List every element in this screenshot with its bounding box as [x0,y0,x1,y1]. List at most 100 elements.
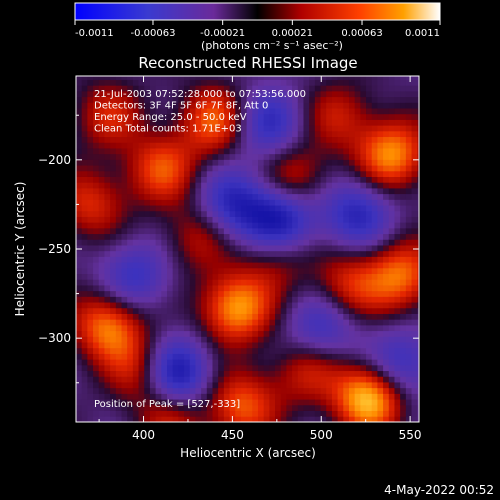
heatmap-cell [348,148,356,155]
heatmap-cell [115,364,122,372]
heatmap-cell [366,113,373,120]
heatmap-cell [377,193,384,200]
heatmap-cell [76,399,83,406]
heatmap-cell [76,404,83,411]
heatmap-cell [81,233,88,240]
heatmap-cell [348,370,356,377]
heatmap-cell [121,399,128,406]
heatmap-cell [348,410,356,417]
heatmap-cell [206,136,213,143]
heatmap-cell [331,188,339,195]
heatmap-cell [149,387,157,394]
heatmap-cell [348,302,356,309]
heatmap-cell [121,222,128,229]
heatmap-cell [223,353,230,360]
heatmap-cell [394,330,401,337]
heatmap-cell [144,307,151,314]
heatmap-cell [326,290,333,297]
heatmap-cell [309,148,316,155]
heatmap-cell [76,376,83,383]
heatmap-cell [110,142,117,149]
heatmap-cell [218,233,225,240]
heatmap-cell [303,324,310,332]
colorbar-tick-label: -0.00063 [130,28,175,39]
heatmap-cell [189,159,196,166]
heatmap-cell [218,76,225,80]
heatmap-cell [400,313,407,320]
heatmap-cell [417,205,419,212]
heatmap-cell [235,307,242,314]
heatmap-cell [195,125,202,132]
heatmap-cell [235,199,242,206]
heatmap-cell [269,205,276,212]
heatmap-cell [297,393,304,400]
heatmap-cell [320,359,327,366]
heatmap-cell [269,359,276,366]
heatmap-cell [360,382,367,389]
heatmap-cell [172,302,179,309]
heatmap-cell [166,76,174,80]
heatmap-cell [292,85,299,92]
heatmap-cell [240,302,248,309]
heatmap-cell [292,262,299,269]
heatmap-cell [280,76,287,80]
heatmap-cell [240,290,248,297]
heatmap-cell [309,359,316,366]
heatmap-cell [263,256,270,263]
heatmap-cell [166,393,174,400]
heatmap-cell [280,130,287,138]
heatmap-cell [206,182,213,189]
heatmap-cell [81,393,88,400]
heatmap-cell [93,76,100,80]
heatmap-cell [394,290,401,297]
heatmap-cell [178,136,185,143]
heatmap-cell [189,222,196,229]
heatmap-cell [280,273,287,280]
heatmap-cell [104,382,111,389]
heatmap-cell [400,227,407,235]
heatmap-cell [218,222,225,229]
heatmap-cell [178,239,185,246]
heatmap-cell [303,210,310,217]
heatmap-cell [269,387,276,394]
heatmap-cell [366,250,373,257]
heatmap-cell [388,393,395,400]
heatmap-cell [104,136,111,143]
heatmap-cell [223,404,230,411]
heatmap-cell [246,359,253,366]
heatmap-cell [189,404,196,411]
heatmap-cell [320,119,327,126]
heatmap-cell [383,233,390,240]
heatmap-cell [240,319,248,326]
heatmap-cell [286,387,293,394]
heatmap-cell [189,216,196,223]
heatmap-cell [172,336,179,343]
heatmap-cell [360,76,367,80]
heatmap-cell [377,119,384,126]
heatmap-cell [144,79,151,86]
heatmap-cell [348,79,356,86]
heatmap-cell [104,76,111,80]
heatmap-cell [98,79,105,86]
heatmap-cell [195,188,202,195]
heatmap-cell [297,267,304,275]
heatmap-cell [246,245,253,252]
heatmap-cell [87,376,94,383]
heatmap-cell [360,290,367,297]
heatmap-cell [110,353,117,360]
heatmap-cell [206,393,213,400]
heatmap-cell [81,353,88,360]
heatmap-cell [144,399,151,406]
heatmap-cell [127,404,134,411]
heatmap-cell [252,119,259,126]
heatmap-cell [343,108,350,115]
heatmap-cell [303,273,310,280]
footer-date: 4-May-2022 00:52 [384,483,494,497]
heatmap-cell [132,165,139,172]
heatmap-cell [383,330,390,337]
heatmap-cell [331,153,339,160]
heatmap-cell [263,96,270,103]
heatmap-cell [195,222,202,229]
heatmap-cell [189,245,196,252]
heatmap-cell [326,285,333,292]
